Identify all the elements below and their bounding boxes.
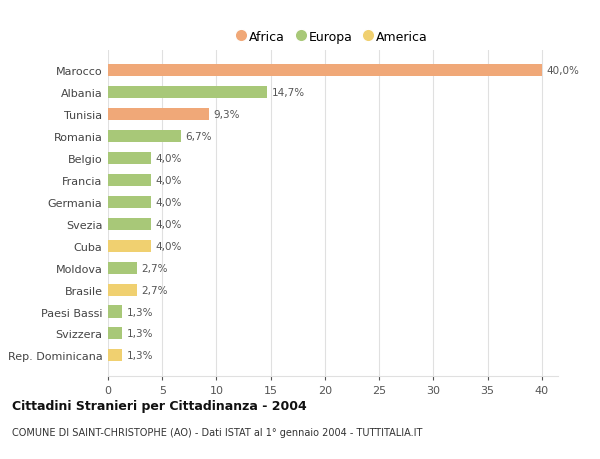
Bar: [108, 153, 151, 165]
Bar: [108, 174, 151, 187]
Bar: [108, 109, 209, 121]
Text: 4,0%: 4,0%: [156, 241, 182, 251]
Text: 4,0%: 4,0%: [156, 176, 182, 185]
Bar: [108, 328, 122, 340]
Bar: [108, 284, 137, 296]
Text: 14,7%: 14,7%: [272, 88, 305, 98]
Text: 1,3%: 1,3%: [127, 329, 153, 339]
Text: 9,3%: 9,3%: [213, 110, 239, 120]
Text: 4,0%: 4,0%: [156, 154, 182, 164]
Bar: [108, 131, 181, 143]
Text: 2,7%: 2,7%: [142, 263, 168, 273]
Text: 40,0%: 40,0%: [546, 67, 579, 76]
Text: 2,7%: 2,7%: [142, 285, 168, 295]
Text: 4,0%: 4,0%: [156, 219, 182, 230]
Text: 6,7%: 6,7%: [185, 132, 211, 142]
Legend: Africa, Europa, America: Africa, Europa, America: [234, 28, 432, 48]
Bar: [108, 196, 151, 208]
Text: COMUNE DI SAINT-CHRISTOPHE (AO) - Dati ISTAT al 1° gennaio 2004 - TUTTITALIA.IT: COMUNE DI SAINT-CHRISTOPHE (AO) - Dati I…: [12, 427, 422, 437]
Text: Cittadini Stranieri per Cittadinanza - 2004: Cittadini Stranieri per Cittadinanza - 2…: [12, 399, 307, 412]
Bar: [108, 218, 151, 230]
Text: 1,3%: 1,3%: [127, 351, 153, 360]
Text: 1,3%: 1,3%: [127, 307, 153, 317]
Bar: [108, 350, 122, 362]
Bar: [108, 262, 137, 274]
Bar: [108, 87, 268, 99]
Text: 4,0%: 4,0%: [156, 197, 182, 207]
Bar: [108, 240, 151, 252]
Bar: [108, 306, 122, 318]
Bar: [108, 65, 542, 77]
